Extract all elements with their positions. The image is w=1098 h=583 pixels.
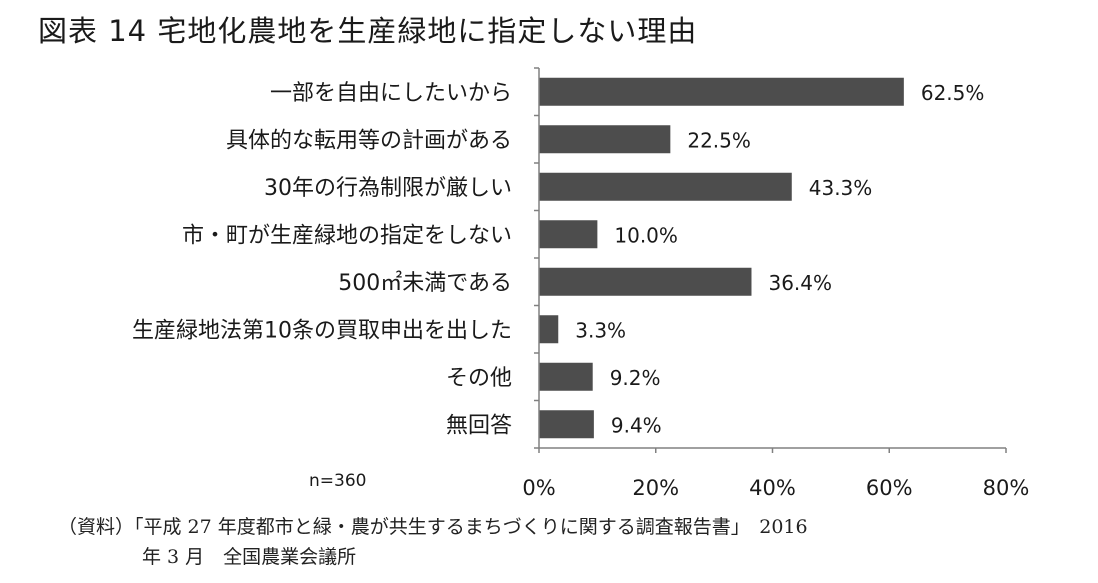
x-tick-label: 80%	[983, 476, 1030, 500]
category-label: その他	[446, 366, 512, 391]
bar	[539, 362, 593, 391]
x-tick-label: 20%	[632, 476, 679, 500]
bar	[539, 267, 752, 296]
category-label: 市・町が生産緑地の指定をしない	[182, 223, 512, 248]
source-line-1: （資料）「平成 27 年度都市と緑・農が共生するまちづくりに関する調査報告書」 …	[58, 516, 808, 538]
bar-chart: 一部を自由にしたいから 62.5% 具体的な転用等の計画がある 22.5% 30年の行為…	[132, 67, 1030, 500]
bar	[539, 77, 904, 106]
category-label: 具体的な転用等の計画がある	[226, 128, 512, 153]
category-label: 500㎡未満である	[338, 270, 512, 296]
source-note: （資料）「平成 27 年度都市と緑・農が共生するまちづくりに関する調査報告書」 …	[58, 512, 1058, 572]
sample-size-note: n=360	[309, 471, 366, 491]
value-label: 43.3%	[809, 176, 873, 200]
source-line-2: 年 3 月 全国農業会議所	[142, 546, 357, 568]
axis-layer: 0% 20% 40% 60% 80%	[522, 67, 1030, 500]
category-label: 無回答	[446, 413, 512, 438]
x-tick-label: 60%	[866, 476, 913, 500]
bar	[539, 410, 594, 439]
value-label: 10.0%	[614, 223, 678, 247]
bar	[539, 172, 792, 201]
category-label: 生産緑地法第10条の買取申出を出した	[132, 318, 512, 343]
x-tick-label: 40%	[749, 476, 796, 500]
x-tick-label: 0%	[522, 476, 555, 500]
value-label: 62.5%	[921, 81, 985, 105]
bar	[539, 220, 598, 249]
value-label: 9.4%	[611, 413, 662, 437]
bar	[539, 315, 559, 344]
value-label: 36.4%	[768, 271, 832, 295]
bars-layer: 一部を自由にしたいから 62.5% 具体的な転用等の計画がある 22.5% 30年の行為…	[132, 77, 985, 439]
category-label: 一部を自由にしたいから	[270, 81, 512, 106]
bar	[539, 125, 671, 154]
category-label: 30年の行為制限が厳しい	[264, 176, 512, 201]
value-label: 3.3%	[575, 318, 626, 342]
value-label: 9.2%	[610, 366, 661, 390]
chart-title: 図表 14 宅地化農地を生産緑地に指定しない理由	[38, 14, 698, 48]
value-label: 22.5%	[687, 128, 751, 152]
